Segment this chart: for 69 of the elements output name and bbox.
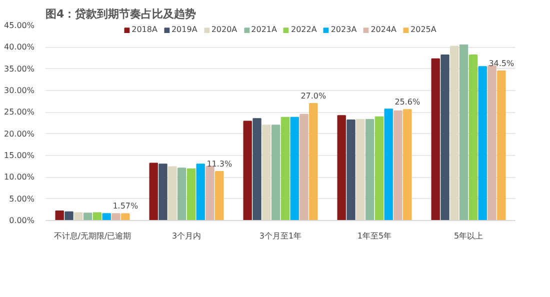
bar (394, 110, 402, 220)
y-tick-label: 25.00% (4, 108, 35, 117)
bar (450, 46, 459, 220)
bar (102, 213, 111, 220)
bar (384, 108, 393, 220)
data-label: 34.5% (488, 59, 515, 68)
bar (440, 54, 450, 220)
legend-label: 2021A (251, 25, 277, 34)
bar (403, 109, 412, 220)
bar (149, 162, 158, 220)
legend-label: 2024A (370, 25, 397, 34)
x-tick-label: 3个月至1年 (259, 232, 302, 240)
y-tick-label: 15.00% (4, 151, 35, 160)
bar (112, 213, 120, 220)
bar (468, 54, 478, 220)
bar (374, 116, 384, 220)
legend-label: 2025A (410, 25, 436, 34)
bar (365, 119, 374, 220)
y-tick-label: 40.00% (4, 42, 35, 52)
legend-label: 2019A (171, 25, 198, 34)
y-tick-label: 0.00% (9, 216, 35, 225)
bar (168, 166, 177, 220)
data-label: 25.6% (394, 98, 421, 107)
bar (356, 119, 365, 220)
bar (337, 115, 346, 220)
x-tick-label: 5年以上 (454, 232, 484, 240)
x-tick-label: 3个月内 (172, 232, 202, 240)
y-tick-label: 30.00% (4, 86, 35, 95)
x-tick-label: 1年至5年 (357, 232, 392, 240)
bar (300, 114, 308, 220)
bar (262, 124, 271, 220)
bar (488, 65, 496, 220)
bar (497, 70, 506, 220)
data-label: 27.0% (300, 92, 327, 100)
bar (121, 213, 130, 220)
data-label: 1.57% (112, 202, 139, 211)
legend-label: 2018A (132, 25, 158, 34)
bar (309, 103, 318, 220)
legend-label: 2023A (330, 25, 357, 34)
bar (55, 210, 64, 220)
chart-title: 图4：贷款到期节奏占比及趋势 (46, 8, 196, 20)
bar (186, 168, 196, 220)
bar (177, 168, 186, 220)
bar (83, 212, 92, 220)
bar (478, 66, 487, 220)
data-label: 11.3% (206, 160, 233, 169)
legend-label: 2022A (291, 25, 317, 34)
y-tick-label: 45.00% (4, 21, 35, 30)
bar (206, 166, 214, 220)
bar (215, 171, 224, 220)
bar (74, 212, 83, 220)
bar (252, 118, 262, 220)
bar (459, 44, 468, 220)
bar (64, 211, 74, 220)
bar (196, 164, 205, 220)
legend-label: 2020A (211, 25, 238, 34)
y-tick-label: 20.00% (4, 129, 35, 138)
bar (158, 164, 168, 220)
bar (92, 212, 102, 220)
x-tick-label: 不计息/无期限/已逾期 (54, 232, 132, 240)
y-tick-label: 35.00% (4, 64, 35, 74)
bar (346, 119, 356, 220)
y-tick-label: 5.00% (9, 194, 35, 204)
bar (271, 124, 280, 220)
bar (280, 116, 290, 220)
bar (431, 58, 440, 220)
y-tick-label: 10.00% (4, 172, 35, 182)
bar (290, 116, 299, 220)
bar (243, 120, 252, 220)
